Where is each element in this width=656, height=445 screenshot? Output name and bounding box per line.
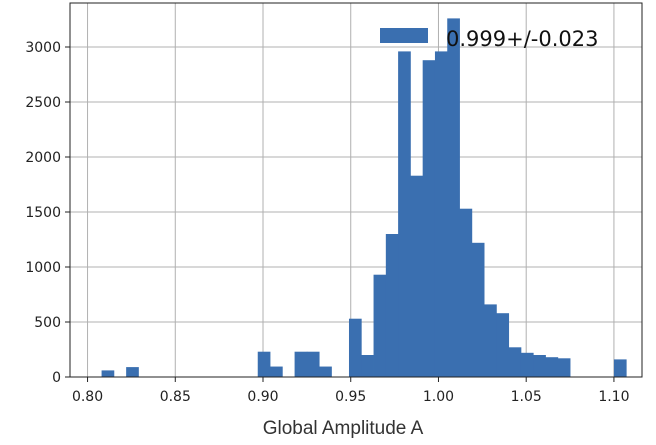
histogram-bar (270, 366, 283, 377)
x-tick-label: 1.10 (598, 389, 629, 405)
x-tick-label: 0.85 (160, 389, 191, 405)
histogram-bar (306, 351, 320, 377)
histogram-bar (557, 358, 571, 377)
x-axis-ticks: 0.80 0.85 0.90 0.95 1.00 1.05 1.10 (72, 377, 630, 405)
y-tick-label: 500 (34, 315, 61, 331)
histogram-bar (348, 318, 362, 377)
histogram-bar (520, 352, 534, 377)
histogram-bar (126, 367, 139, 377)
histogram-bar (101, 370, 115, 377)
histogram-bar (533, 355, 546, 377)
y-tick-label: 2500 (25, 95, 61, 111)
histogram-bar (385, 234, 399, 377)
histogram-bar (422, 60, 436, 377)
x-tick-label: 1.00 (423, 389, 454, 405)
histogram-bar (373, 274, 387, 377)
histogram-bar (459, 208, 473, 377)
histogram-bar (447, 18, 460, 378)
plot-frame (69, 2, 643, 378)
histogram-bar (319, 366, 332, 377)
histogram-bar (471, 242, 485, 377)
y-axis-ticks: 0 500 1000 1500 2000 2500 3000 (25, 40, 70, 386)
x-tick-label: 0.80 (72, 389, 103, 405)
x-axis-label: Global Amplitude A (263, 418, 424, 439)
histogram-bar (398, 51, 411, 378)
histogram-bar (257, 351, 271, 377)
y-tick-label: 2000 (25, 150, 61, 166)
histogram-bar (410, 175, 424, 377)
x-tick-label: 0.90 (247, 389, 278, 405)
legend: 0.999+/-0.023 (380, 27, 599, 51)
histogram-bar (484, 304, 497, 377)
plot-background (70, 3, 642, 377)
histogram-bar (361, 355, 374, 377)
legend-label: 0.999+/-0.023 (446, 27, 599, 51)
histogram-bar (613, 359, 627, 377)
y-tick-label: 1500 (25, 205, 61, 221)
legend-swatch (380, 28, 428, 43)
histogram-bar (545, 357, 559, 377)
y-tick-label: 1000 (25, 260, 61, 276)
x-tick-label: 1.05 (511, 389, 542, 405)
y-tick-label: 0 (52, 370, 61, 386)
histogram-bar (294, 351, 308, 377)
x-tick-label: 0.95 (335, 389, 366, 405)
histogram-bar (508, 347, 522, 377)
histogram-bars (101, 18, 627, 378)
histogram-bar (496, 313, 510, 377)
y-tick-label: 3000 (25, 40, 61, 56)
histogram-bar (434, 51, 448, 378)
